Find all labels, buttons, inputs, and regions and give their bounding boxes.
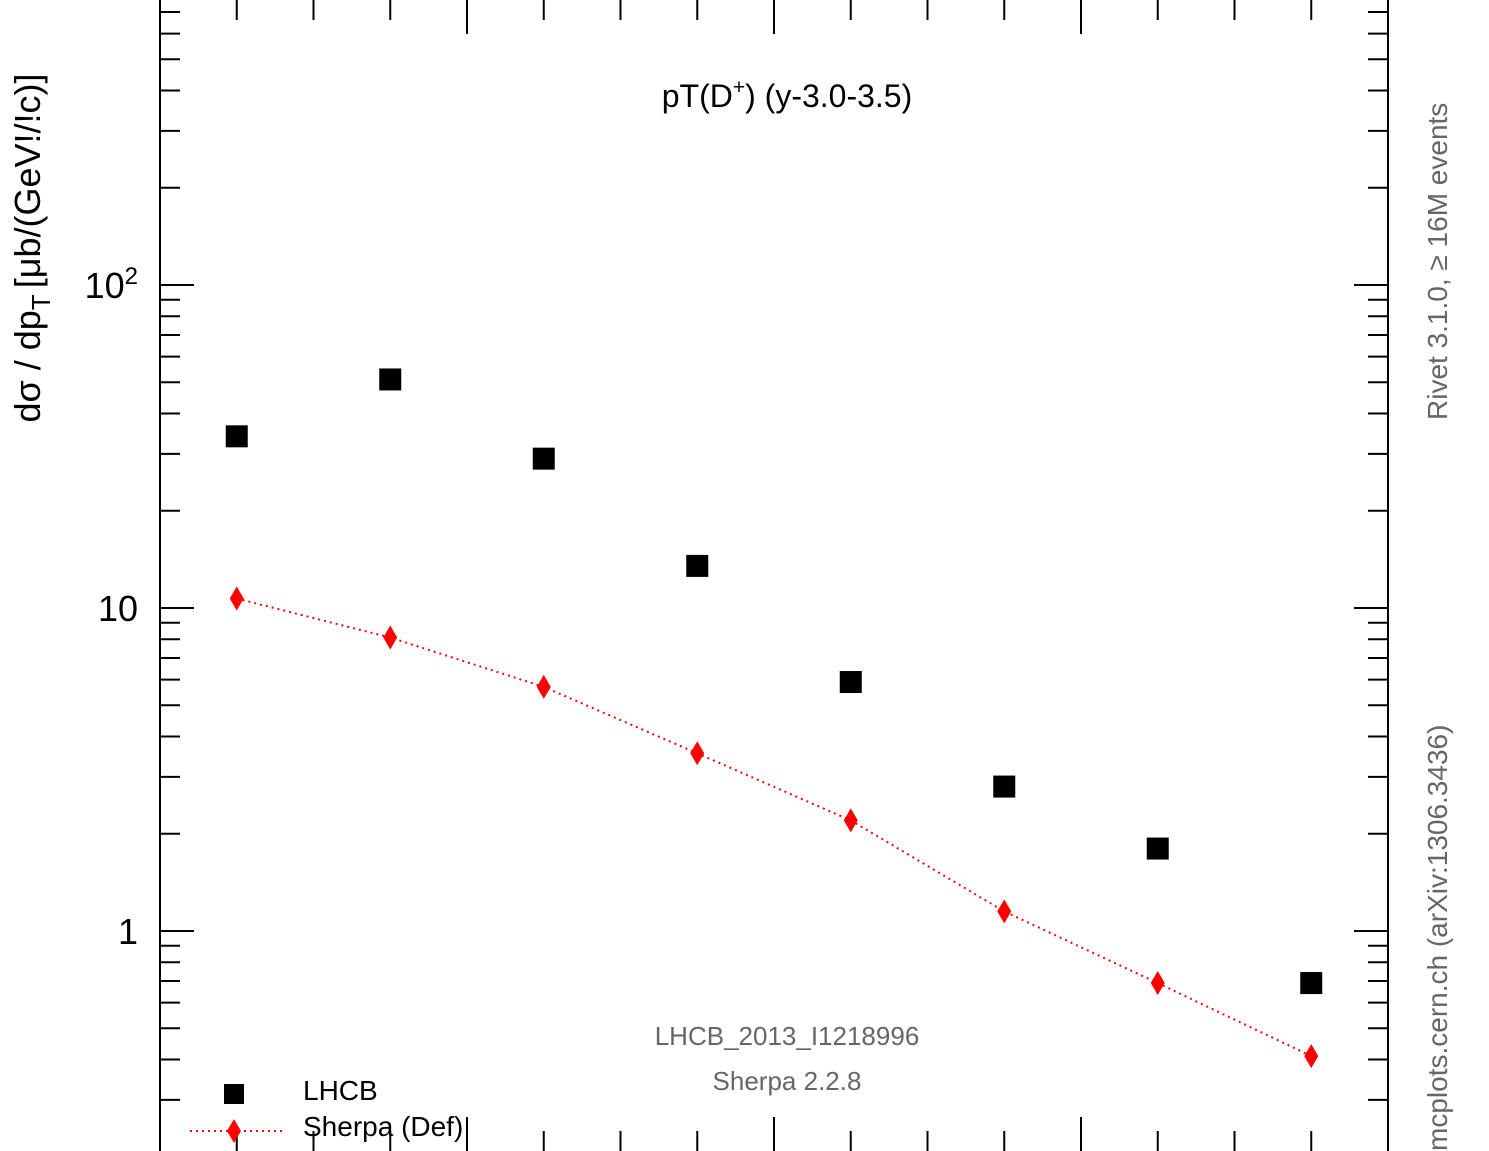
generator-label: Sherpa 2.2.8 xyxy=(713,1066,862,1096)
lhcb-point xyxy=(225,425,248,448)
sherpa-point xyxy=(997,899,1012,924)
series-sherpa xyxy=(229,586,1319,1069)
y-tick-label: 10 xyxy=(98,588,138,629)
sherpa-point xyxy=(1150,971,1165,996)
sherpa-point xyxy=(536,674,551,699)
rivet-label: Rivet 3.1.0, ≥ 16M events xyxy=(1422,103,1453,420)
y-axis-label: dσ / dpT[μb/(GeV!/!c)] xyxy=(7,74,56,423)
lhcb-point xyxy=(379,368,402,391)
lhcb-point xyxy=(686,554,709,577)
legend-lhcb-marker xyxy=(224,1084,244,1104)
legend-sherpa-marker xyxy=(227,1119,241,1143)
y-tick-label: 102 xyxy=(85,263,138,306)
sherpa-point xyxy=(1304,1044,1319,1069)
sherpa-point xyxy=(229,586,244,611)
chart-title: pT(D+) (y-3.0-3.5) xyxy=(662,76,913,114)
lhcb-point xyxy=(993,775,1016,798)
sherpa-point xyxy=(383,625,398,650)
legend-sherpa-label: Sherpa (Def) xyxy=(303,1111,463,1142)
axis-ticks xyxy=(159,0,1389,1151)
sherpa-point xyxy=(690,741,705,766)
series-lhcb xyxy=(225,368,1323,995)
sherpa-line xyxy=(236,597,1312,1057)
lhcb-point xyxy=(532,447,555,470)
lhcb-point xyxy=(1146,837,1169,860)
legend: LHCB Sherpa (Def) xyxy=(190,1075,463,1143)
sherpa-point xyxy=(843,808,858,833)
source-label: mcplots.cern.ch (arXiv:1306.3436) xyxy=(1422,725,1453,1151)
legend-lhcb-label: LHCB xyxy=(303,1075,378,1106)
y-tick-labels: 1 10 102 xyxy=(85,263,138,952)
y-tick-label: 1 xyxy=(118,911,138,952)
lhcb-point xyxy=(1300,972,1323,995)
analysis-label: LHCB_2013_I1218996 xyxy=(655,1021,920,1051)
lhcb-point xyxy=(839,671,862,694)
plot-frame xyxy=(159,0,1389,1151)
